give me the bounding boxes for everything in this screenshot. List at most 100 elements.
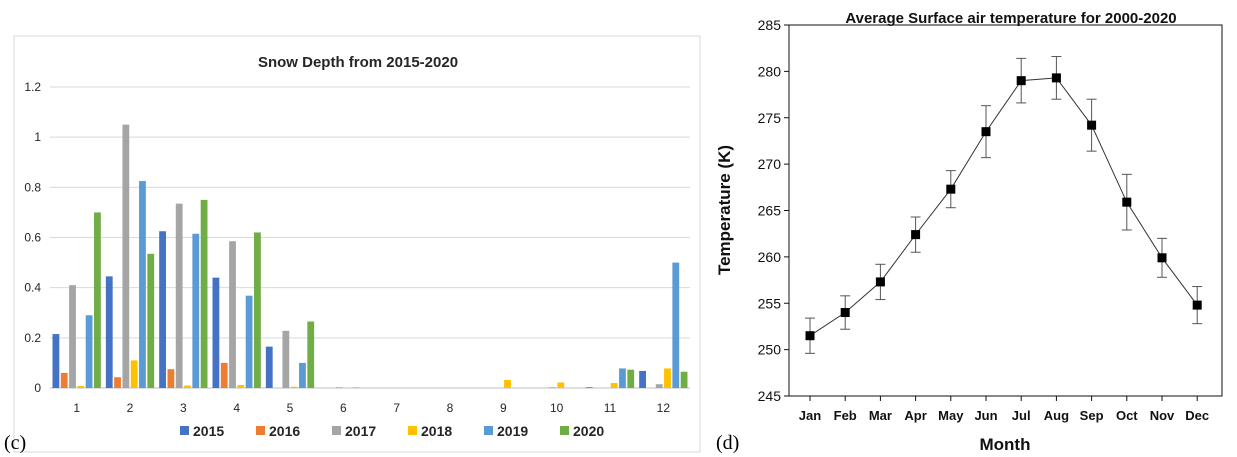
snow-bar-2017-1 xyxy=(69,285,76,388)
legend-swatch-2018 xyxy=(408,426,417,435)
snow-y-tick-label: 1.2 xyxy=(24,80,41,94)
temp-y-tick-label: 245 xyxy=(758,388,782,404)
panel-label-d: (d) xyxy=(716,432,739,454)
legend-label-2020: 2020 xyxy=(573,423,604,439)
snow-bars xyxy=(52,124,688,388)
temp-x-axis-label: Month xyxy=(980,435,1031,454)
snow-x-ticks: 1 2 3 4 5 6 7 8 9 10 11 12 xyxy=(73,401,670,415)
temp-y-ticks: 245 250 255 260 265 270 275 280 285 xyxy=(758,17,789,404)
temp-point-Feb xyxy=(840,308,850,318)
temp-y-axis-label: Temperature (K) xyxy=(715,145,734,275)
snow-bar-2020-12 xyxy=(680,371,688,388)
snow-bar-2016-3 xyxy=(167,369,175,388)
snow-bar-2019-5 xyxy=(299,362,306,388)
snow-bar-2018-3 xyxy=(184,385,191,388)
temp-x-tick-label: Sep xyxy=(1080,408,1104,423)
legend-label-2015: 2015 xyxy=(193,423,224,439)
temp-y-tick-label: 260 xyxy=(758,249,782,265)
snow-bar-2017-5 xyxy=(282,330,290,388)
snow-bar-2020-4 xyxy=(254,232,261,388)
snow-bar-2020-5 xyxy=(307,321,315,388)
temp-series xyxy=(805,56,1203,354)
snow-x-tick-label: 10 xyxy=(550,401,564,415)
temp-y-tick-label: 285 xyxy=(758,17,782,33)
temp-point-Dec xyxy=(1192,300,1202,310)
snow-bar-2015-11 xyxy=(585,387,593,388)
snow-x-tick-label: 5 xyxy=(287,401,294,415)
legend-label-2016: 2016 xyxy=(269,423,300,439)
temp-plot-frame xyxy=(788,24,1223,397)
temp-x-ticks: Jan Feb Mar Apr May Jun Jul Aug Sep Oct Nov Dec xyxy=(799,396,1209,423)
snow-bar-2019-11 xyxy=(619,368,626,388)
snow-bar-2016-1 xyxy=(60,372,68,388)
snow-gridlines xyxy=(50,86,690,389)
snow-bar-2015-5 xyxy=(265,346,273,388)
legend-swatch-2015 xyxy=(180,426,189,435)
temp-x-tick-label: Oct xyxy=(1116,408,1138,423)
snow-bar-2016-2 xyxy=(114,377,121,388)
temp-point-Jun xyxy=(981,127,991,137)
temp-x-tick-label: Dec xyxy=(1185,408,1209,423)
snow-bar-2020-11 xyxy=(627,369,635,388)
temp-x-tick-label: Mar xyxy=(869,408,892,423)
snow-bar-2015-4 xyxy=(212,277,220,388)
snow-bar-2016-4 xyxy=(220,362,228,388)
snow-x-tick-label: 12 xyxy=(657,401,671,415)
snow-y-ticks: 0 0.2 0.4 0.6 0.8 1 1.2 xyxy=(24,80,41,395)
temp-point-May xyxy=(946,184,956,194)
temp-x-tick-label: Jan xyxy=(799,408,821,423)
snow-bar-2018-9 xyxy=(504,379,511,388)
temp-point-Jul xyxy=(1016,76,1026,86)
snow-bar-2017-12 xyxy=(655,384,663,388)
temp-x-tick-label: May xyxy=(938,408,964,423)
snow-y-tick-label: 0.2 xyxy=(24,331,41,345)
temp-x-tick-label: Jul xyxy=(1012,408,1031,423)
snow-bar-2017-3 xyxy=(175,203,183,388)
snow-x-tick-label: 3 xyxy=(180,401,187,415)
snow-x-tick-label: 4 xyxy=(233,401,240,415)
snow-bar-2015-1 xyxy=(52,334,60,388)
temperature-chart: Average Surface air temperature for 2000… xyxy=(715,10,1223,454)
snow-bar-2017-10 xyxy=(549,387,556,388)
snow-x-tick-label: 9 xyxy=(500,401,507,415)
legend-label-2018: 2018 xyxy=(421,423,452,439)
snow-bar-2017-4 xyxy=(229,241,236,388)
temp-point-Aug xyxy=(1051,73,1061,83)
snow-bar-2019-6 xyxy=(352,387,360,388)
snow-x-tick-label: 11 xyxy=(604,401,617,415)
temp-point-Nov xyxy=(1157,253,1167,263)
snow-bar-2019-3 xyxy=(192,233,200,388)
temp-x-tick-label: Aug xyxy=(1044,408,1069,423)
legend-swatch-2016 xyxy=(256,426,265,435)
snow-legend: 2015 2016 2017 2018 2019 2020 xyxy=(180,423,604,439)
temp-x-tick-label: Nov xyxy=(1150,408,1175,423)
snow-bar-2020-3 xyxy=(200,199,208,388)
snow-x-tick-label: 2 xyxy=(127,401,134,415)
snow-bar-2019-12 xyxy=(672,262,680,388)
legend-label-2019: 2019 xyxy=(497,423,528,439)
temp-y-tick-label: 250 xyxy=(758,342,782,358)
snow-chart-title: Snow Depth from 2015-2020 xyxy=(258,54,458,71)
snow-bar-2015-3 xyxy=(159,231,166,388)
snow-x-tick-label: 7 xyxy=(393,401,400,415)
temp-point-Sep xyxy=(1087,120,1097,130)
temp-y-tick-label: 280 xyxy=(758,63,782,79)
snow-y-tick-label: 0.6 xyxy=(24,231,41,245)
snow-y-tick-label: 1 xyxy=(34,130,41,144)
temp-point-Mar xyxy=(875,277,885,287)
snow-bar-2019-4 xyxy=(245,295,253,388)
snow-bar-2019-1 xyxy=(85,315,93,388)
temp-point-Oct xyxy=(1122,197,1132,207)
snow-bar-2017-6 xyxy=(335,387,343,388)
snow-bar-2018-12 xyxy=(664,368,671,388)
snow-depth-chart: Snow Depth from 2015-2020 0 0.2 0.4 0.6 0.8 1… xyxy=(4,35,701,454)
temp-line xyxy=(809,77,1198,337)
temp-x-tick-label: Jun xyxy=(974,408,997,423)
snow-y-tick-label: 0 xyxy=(34,381,41,395)
snow-bar-2018-11 xyxy=(610,382,618,388)
snow-x-tick-label: 6 xyxy=(340,401,347,415)
temp-x-tick-label: Feb xyxy=(834,408,857,423)
snow-bar-2019-2 xyxy=(139,181,146,388)
legend-label-2017: 2017 xyxy=(345,423,376,439)
